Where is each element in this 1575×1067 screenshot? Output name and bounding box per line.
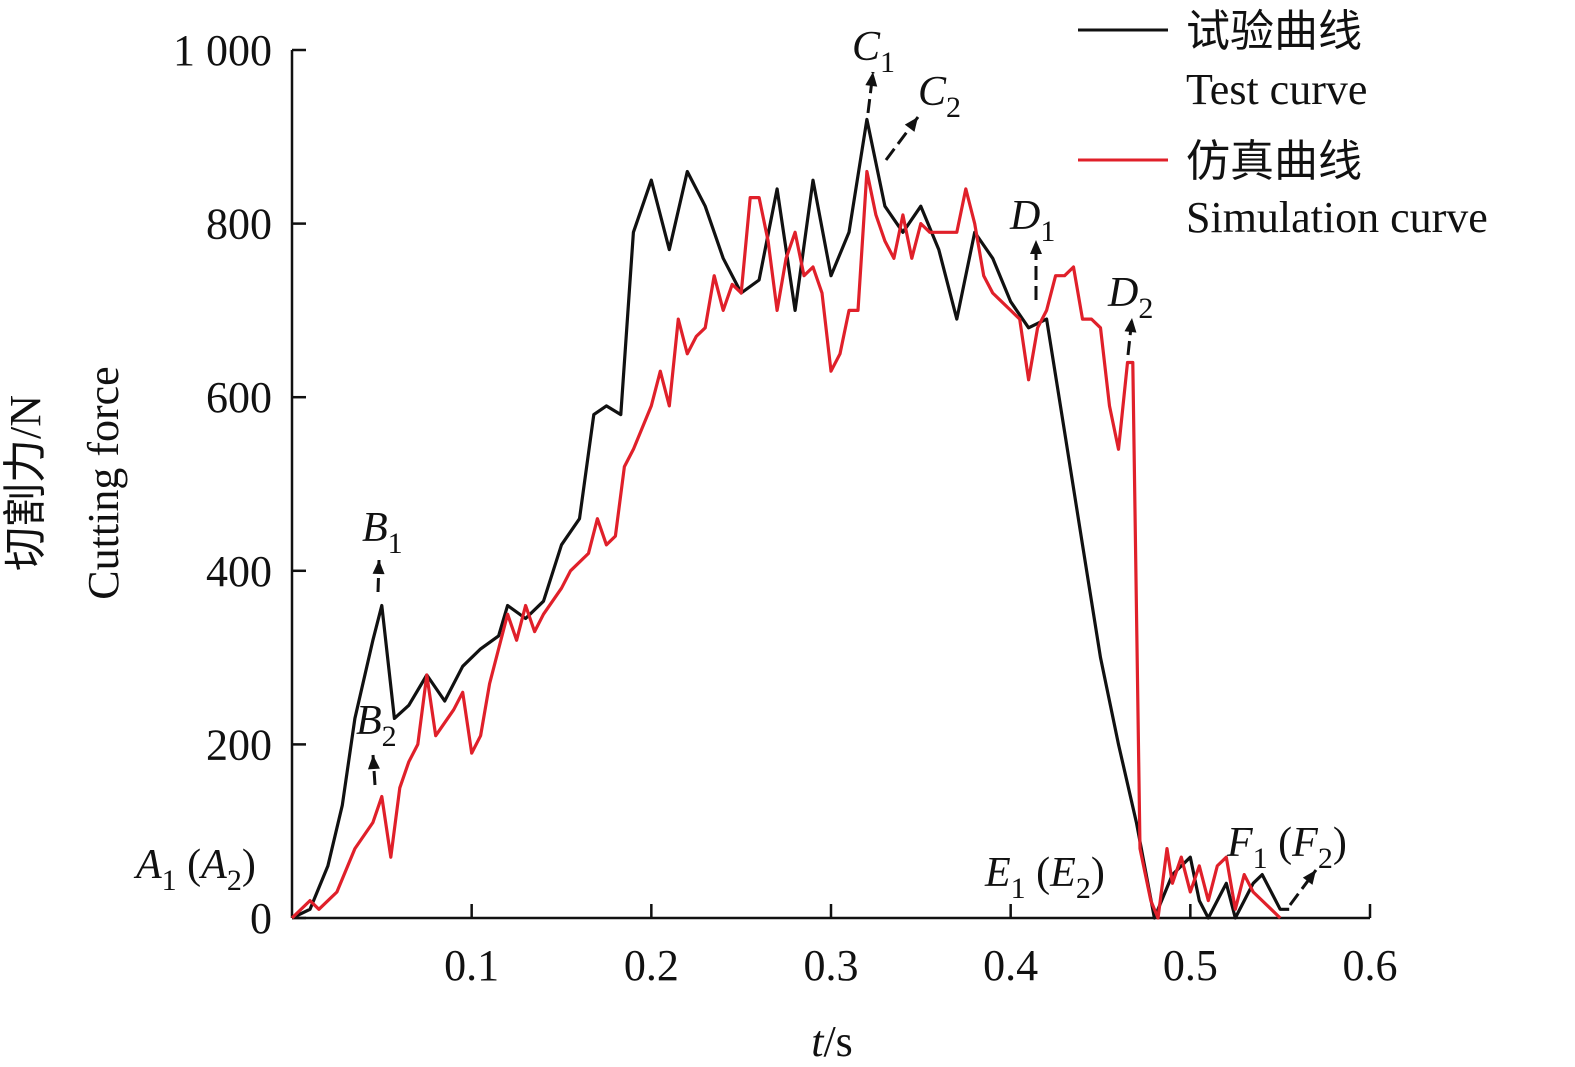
- legend-label-sim-cn: 仿真曲线: [1186, 137, 1362, 186]
- arrow-F1: [1288, 869, 1318, 906]
- annotation-group: A1 (A2) B1 B2 C1 C2 D1 D2 E1 (E2) F1 (F2): [133, 24, 1347, 906]
- x-axis-label: t/s: [811, 1017, 853, 1066]
- annotation-E1: E1 (E2): [984, 850, 1105, 905]
- y-axis-label-group: 切割力/N Cutting force: [1, 366, 128, 599]
- x-axis-label-var: t: [811, 1017, 825, 1066]
- x-tick-label: 0.1: [444, 941, 499, 990]
- legend-label-test-cn: 试验曲线: [1186, 7, 1362, 56]
- arrow-C1: [865, 71, 878, 114]
- annotation-D1: D1: [1009, 193, 1055, 248]
- tick-group: 0 200 400 600 800 1 000 0.1 0.2 0.3 0.4 0.5 0.6: [173, 26, 1398, 990]
- y-tick-label: 200: [206, 720, 272, 769]
- legend: 试验曲线 Test curve 仿真曲线 Simulation curve: [1078, 7, 1488, 242]
- series-group: [290, 117, 1290, 920]
- x-tick-label: 0.6: [1343, 941, 1398, 990]
- y-tick-label: 400: [206, 547, 272, 596]
- y-tick-label: 800: [206, 200, 272, 249]
- annotation-C1: C1: [852, 24, 895, 79]
- annotation-B2: B2: [356, 698, 397, 753]
- x-tick-label: 0.5: [1163, 941, 1218, 990]
- legend-label-test-en: Test curve: [1186, 65, 1367, 114]
- y-axis-label-en: Cutting force: [79, 366, 128, 599]
- y-tick-label: 1 000: [173, 26, 272, 75]
- annotation-F1: F1 (F2): [1226, 820, 1347, 875]
- x-axis-label-unit: /s: [823, 1017, 852, 1066]
- y-tick-label: 600: [206, 373, 272, 422]
- x-tick-label: 0.3: [804, 941, 859, 990]
- annotation-B1: B1: [362, 505, 403, 560]
- x-tick-label: 0.2: [624, 941, 679, 990]
- annotation-D2: D2: [1107, 270, 1153, 325]
- arrow-D2: [1124, 317, 1137, 356]
- annotation-A1: A1 (A2): [133, 842, 256, 897]
- legend-label-sim-en: Simulation curve: [1186, 193, 1488, 242]
- arrow-D1: [1030, 240, 1042, 300]
- y-axis-label-cn: 切割力/N: [1, 395, 50, 571]
- x-tick-label: 0.4: [983, 941, 1038, 990]
- arrow-B2: [367, 754, 380, 786]
- annotation-C2: C2: [918, 69, 961, 124]
- arrow-C2: [884, 116, 920, 161]
- series-line-simulation: [290, 169, 1282, 920]
- y-tick-label: 0: [250, 894, 272, 943]
- arrow-B1: [372, 559, 385, 593]
